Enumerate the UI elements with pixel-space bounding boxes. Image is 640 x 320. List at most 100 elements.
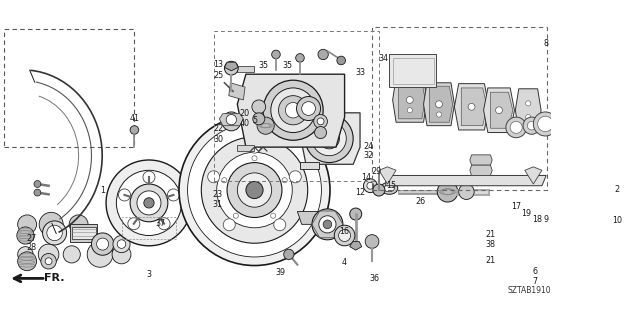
Circle shape <box>41 253 56 269</box>
Polygon shape <box>300 113 360 164</box>
Circle shape <box>252 156 257 161</box>
Circle shape <box>271 88 316 132</box>
Text: 9: 9 <box>543 215 548 224</box>
Circle shape <box>233 213 239 218</box>
Circle shape <box>47 225 62 241</box>
Circle shape <box>339 229 351 242</box>
Text: 4: 4 <box>342 258 347 267</box>
Circle shape <box>18 215 36 234</box>
Circle shape <box>168 189 179 201</box>
Polygon shape <box>379 167 396 184</box>
Circle shape <box>18 252 36 271</box>
Polygon shape <box>349 242 362 250</box>
Circle shape <box>495 107 502 114</box>
Text: FR.: FR. <box>44 273 65 284</box>
Circle shape <box>296 54 304 62</box>
Circle shape <box>315 126 326 139</box>
Circle shape <box>248 141 260 153</box>
Circle shape <box>223 219 236 231</box>
Text: 22: 22 <box>213 124 223 133</box>
Circle shape <box>317 118 324 125</box>
Text: 6: 6 <box>532 267 538 276</box>
Polygon shape <box>225 62 238 71</box>
Polygon shape <box>386 175 546 186</box>
Text: 25: 25 <box>213 71 223 80</box>
Circle shape <box>217 152 292 228</box>
Circle shape <box>112 245 131 264</box>
Polygon shape <box>220 114 243 126</box>
Text: 7: 7 <box>532 277 538 286</box>
Text: 37: 37 <box>155 219 165 228</box>
Circle shape <box>318 49 328 60</box>
Circle shape <box>237 173 271 207</box>
Circle shape <box>527 121 536 130</box>
Polygon shape <box>515 89 541 132</box>
Text: 16: 16 <box>340 227 349 236</box>
Text: 18: 18 <box>532 215 543 224</box>
Circle shape <box>538 116 553 132</box>
Text: 23: 23 <box>212 190 223 199</box>
Text: 10: 10 <box>612 216 623 225</box>
Polygon shape <box>424 83 454 126</box>
Polygon shape <box>237 74 344 147</box>
Bar <box>392 58 434 84</box>
Polygon shape <box>490 92 513 128</box>
Circle shape <box>87 242 113 267</box>
Polygon shape <box>300 162 319 169</box>
Circle shape <box>274 219 285 231</box>
Circle shape <box>113 236 130 253</box>
Text: 21: 21 <box>485 256 495 265</box>
Text: 24: 24 <box>364 142 374 151</box>
Circle shape <box>285 102 301 118</box>
Polygon shape <box>72 227 96 239</box>
Circle shape <box>179 115 330 266</box>
Circle shape <box>130 126 139 134</box>
Polygon shape <box>237 145 255 151</box>
Circle shape <box>406 97 413 103</box>
Text: 14: 14 <box>361 173 371 182</box>
Circle shape <box>319 128 339 149</box>
Polygon shape <box>470 165 492 175</box>
Circle shape <box>278 96 308 125</box>
Text: 35: 35 <box>282 61 292 70</box>
Circle shape <box>407 108 412 113</box>
Circle shape <box>349 208 362 220</box>
Circle shape <box>319 216 336 233</box>
Circle shape <box>436 112 442 117</box>
Text: 36: 36 <box>370 274 380 283</box>
Circle shape <box>459 184 474 199</box>
Polygon shape <box>399 81 425 119</box>
Circle shape <box>222 112 241 131</box>
Circle shape <box>116 170 182 236</box>
Text: 19: 19 <box>522 209 532 218</box>
Circle shape <box>271 213 276 218</box>
Text: 26: 26 <box>415 197 425 206</box>
Circle shape <box>18 247 33 262</box>
Text: 41: 41 <box>129 114 140 123</box>
Circle shape <box>39 212 63 236</box>
Text: 39: 39 <box>275 268 285 277</box>
Text: 30: 30 <box>214 135 223 144</box>
Circle shape <box>128 218 140 230</box>
Circle shape <box>106 160 192 246</box>
Circle shape <box>523 117 540 134</box>
Circle shape <box>225 61 238 75</box>
Circle shape <box>252 100 266 114</box>
Circle shape <box>34 189 41 196</box>
Circle shape <box>69 215 88 234</box>
Polygon shape <box>454 84 489 130</box>
Text: 34: 34 <box>378 54 388 63</box>
Circle shape <box>365 235 379 248</box>
Text: 3: 3 <box>147 270 152 279</box>
Text: 5: 5 <box>252 116 257 125</box>
Circle shape <box>227 163 282 218</box>
Circle shape <box>337 56 346 65</box>
Text: 1: 1 <box>100 186 105 196</box>
Circle shape <box>92 233 114 255</box>
Polygon shape <box>298 212 332 224</box>
Circle shape <box>226 115 237 125</box>
Circle shape <box>34 180 41 188</box>
Circle shape <box>312 121 346 156</box>
Polygon shape <box>237 66 255 73</box>
Circle shape <box>263 80 323 140</box>
